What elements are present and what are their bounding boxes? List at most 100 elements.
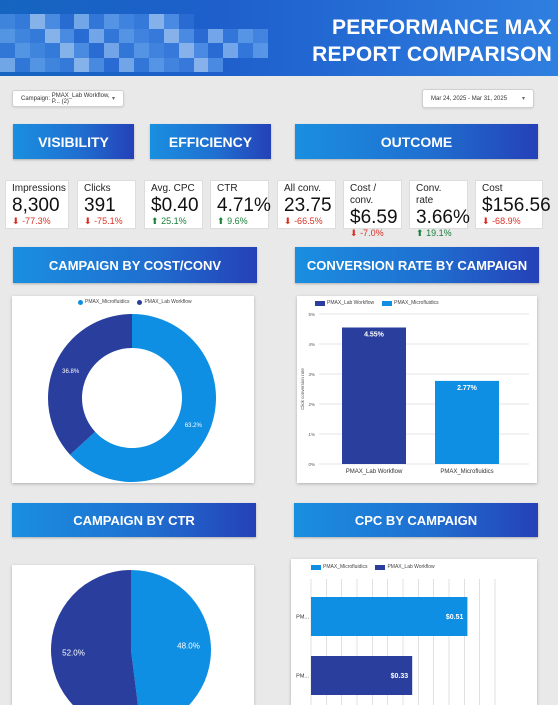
bar[interactable] (435, 380, 499, 464)
kpi-value: 8,300 (12, 195, 60, 216)
kpi-card: Clicks 391 ⬇ -75.1% (77, 180, 136, 229)
donut-slice-label: 63.2% (185, 423, 203, 429)
cpc-legend: PMAX_Microfluidics PMAX_Lab Workflow (311, 564, 435, 570)
campaign-filter[interactable]: Campaign: PMAX_Lab Workflow, P... (2) ▾ (12, 90, 124, 107)
ctr-pie-chart: 48.0% 52.0% (51, 570, 211, 705)
kpi-delta: ⬆ 25.1% (151, 216, 187, 226)
section-conv-rate: CONVERSION RATE BY CAMPAIGN (295, 247, 539, 283)
y-tick-label: PM... (296, 674, 309, 680)
cpc-bar-card: PMAX_Microfluidics PMAX_Lab Workflow $0.… (291, 559, 537, 705)
kpi-value: $156.56 (482, 195, 551, 216)
bar[interactable] (342, 327, 406, 465)
y-tick-label: 4% (308, 342, 315, 347)
kpi-value: $6.59 (350, 207, 398, 228)
y-tick-label: 2% (308, 402, 315, 407)
kpi-label: Clicks (84, 183, 111, 194)
legend-item-lab-workflow: PMAX_Lab Workflow (375, 564, 435, 570)
ctr-pie-card: 48.0% 52.0% (12, 565, 254, 705)
bar[interactable] (311, 597, 468, 636)
bar[interactable] (311, 656, 413, 695)
kpi-value: 3.66% (416, 207, 470, 228)
kpi-delta: ⬇ -7.0% (350, 228, 384, 238)
arrow-up-icon: ⬆ (416, 228, 424, 238)
y-tick-label: PM... (296, 615, 309, 621)
section-ctr: CAMPAIGN BY CTR (12, 503, 256, 537)
kpi-card: All conv. 23.75 ⬇ -66.5% (277, 180, 336, 229)
kpi-label: Conv. rate (416, 183, 442, 206)
kpi-delta: ⬆ 19.1% (416, 228, 452, 238)
donut-slice-label: 36.8% (62, 369, 80, 375)
donut-slice[interactable] (70, 314, 217, 482)
pie-slice-label: 48.0% (177, 641, 200, 650)
legend-item-microfluidics: PMAX_Microfluidics (311, 564, 367, 570)
cpc-bar-chart: $0.51 PM... $0.33 PM... (296, 579, 496, 705)
kpi-delta: ⬇ -75.1% (84, 216, 123, 226)
kpi-card: Cost $156.56 ⬇ -68.9% (475, 180, 551, 229)
conv-rate-bar-chart: 0% 1% 2% 3% 4% 5% Click conversion rate 4.55% PM… (300, 312, 529, 475)
pie-slice[interactable] (131, 570, 211, 705)
kpi-label: Cost (482, 183, 503, 194)
arrow-down-icon: ⬇ (482, 216, 490, 226)
date-range-value: Mar 24, 2025 - Mar 31, 2025 (431, 95, 508, 102)
kpi-value: 391 (84, 195, 116, 216)
legend-item-microfluidics: PMAX_Microfluidics (78, 299, 129, 305)
kpi-value: 23.75 (284, 195, 332, 216)
kpi-delta: ⬇ -66.5% (284, 216, 323, 226)
kpi-label: CTR (217, 183, 238, 194)
kpi-label: Impressions (12, 183, 66, 194)
kpi-label: Avg. CPC (151, 183, 195, 194)
legend-item-microfluidics: PMAX_Microfluidics (382, 300, 439, 306)
conv-rate-bar-card: PMAX_Lab Workflow PMAX_Microfluidics 0% 1… (297, 296, 537, 483)
x-tick-label: PMAX_Lab Workflow (346, 469, 403, 475)
arrow-up-icon: ⬆ (151, 216, 159, 226)
section-cost-conv: CAMPAIGN BY COST/CONV (13, 247, 257, 283)
date-range-filter[interactable]: Mar 24, 2025 - Mar 31, 2025 ▾ (422, 89, 534, 108)
legend-item-lab-workflow: PMAX_Lab Workflow (137, 299, 192, 305)
y-tick-label: 0% (308, 462, 315, 467)
blurred-logo (0, 14, 268, 72)
cost-conv-donut-card: PMAX_Microfluidics PMAX_Lab Workflow 63.… (12, 296, 254, 483)
report-title-line2: REPORT COMPARISON (312, 43, 552, 66)
arrow-down-icon: ⬇ (12, 216, 20, 226)
bar-data-label: 4.55% (364, 332, 385, 339)
donut-legend: PMAX_Microfluidics PMAX_Lab Workflow (78, 299, 192, 305)
kpi-card: Conv. rate 3.66% ⬆ 19.1% (409, 180, 470, 238)
kpi-value: $0.40 (151, 195, 199, 216)
y-tick-label: 1% (308, 432, 315, 437)
report-title-line1: PERFORMANCE MAX (331, 16, 552, 39)
cost-conv-donut-chart: 63.2% 36.8% (48, 314, 217, 482)
kpi-label: All conv. (284, 183, 322, 194)
kpi-card: CTR 4.71% ⬆ 9.6% (210, 180, 271, 229)
x-tick-label: PMAX_Microfluidics (440, 469, 493, 475)
report-header: PERFORMANCE MAX REPORT COMPARISON (0, 0, 558, 76)
conv-rate-legend: PMAX_Lab Workflow PMAX_Microfluidics (315, 300, 439, 306)
pie-slice[interactable] (51, 570, 141, 705)
y-tick-label: 3% (308, 372, 315, 377)
arrow-up-icon: ⬆ (217, 216, 225, 226)
donut-slice[interactable] (48, 314, 132, 455)
bar-data-label: $0.33 (391, 673, 409, 680)
report-title: PERFORMANCE MAX REPORT COMPARISON (312, 14, 552, 68)
legend-item-lab-workflow: PMAX_Lab Workflow (315, 300, 374, 306)
kpi-card: Avg. CPC $0.40 ⬆ 25.1% (144, 180, 203, 229)
kpi-card: Impressions 8,300 ⬇ -77.3% (5, 180, 69, 229)
section-efficiency: EFFICIENCY (150, 124, 271, 159)
chevron-down-icon: ▾ (521, 96, 525, 102)
arrow-down-icon: ⬇ (84, 216, 92, 226)
arrow-down-icon: ⬇ (284, 216, 292, 226)
kpi-value: 4.71% (217, 195, 271, 216)
kpi-card: Cost / conv. $6.59 ⬇ -7.0% (343, 180, 402, 238)
kpi-label: Cost / conv. (350, 183, 377, 206)
section-cpc: CPC BY CAMPAIGN (294, 503, 538, 537)
campaign-filter-value: PMAX_Lab Workflow, P... (2) (51, 92, 110, 105)
pie-slice-label: 52.0% (62, 649, 85, 658)
kpi-delta: ⬇ -68.9% (482, 216, 521, 226)
kpi-delta: ⬆ 9.6% (217, 216, 248, 226)
bar-data-label: $0.51 (446, 614, 464, 621)
y-tick-label: 5% (308, 312, 315, 317)
section-visibility: VISIBILITY (13, 124, 134, 159)
campaign-filter-label: Campaign (21, 95, 49, 102)
y-axis-label: Click conversion rate (300, 368, 305, 410)
bar-data-label: 2.77% (457, 385, 478, 392)
arrow-down-icon: ⬇ (350, 228, 358, 238)
